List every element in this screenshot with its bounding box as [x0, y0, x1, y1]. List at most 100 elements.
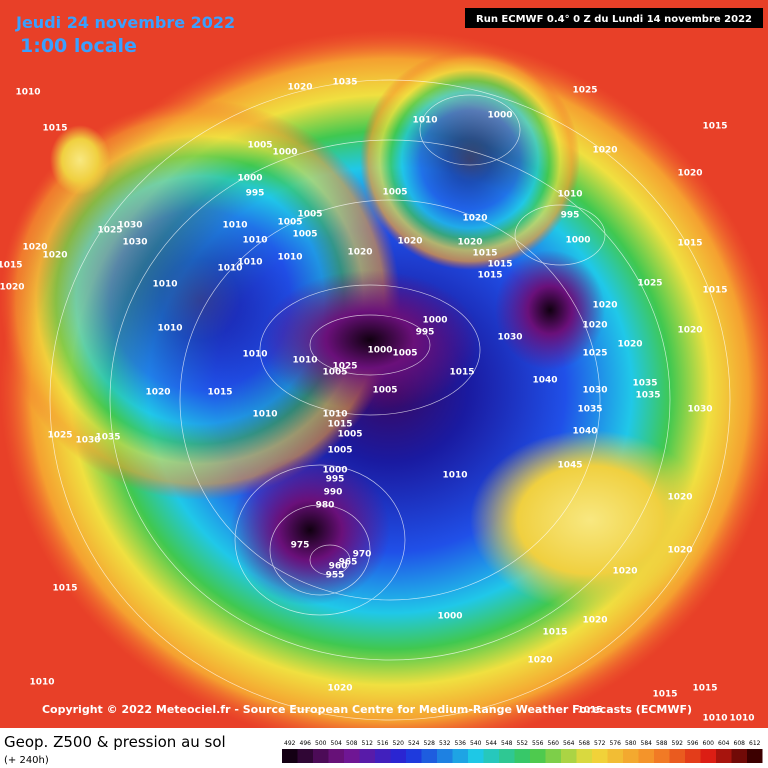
run-box: [465, 8, 763, 28]
scale-swatch: [592, 749, 608, 763]
isobar-label: 1010: [152, 280, 177, 290]
isobar-label: 1020: [457, 238, 482, 248]
isobar-label: 1020: [667, 493, 692, 503]
scale-swatch: [747, 749, 763, 763]
scale-swatch: [437, 749, 453, 763]
scale-swatch: [421, 749, 437, 763]
isobar-label: 1005: [322, 368, 347, 378]
scale-swatch: [390, 749, 406, 763]
isobar-label: 1035: [577, 405, 602, 415]
isobar-label: 1015: [692, 684, 717, 694]
isobar-label: 995: [326, 475, 345, 485]
isobar-label: 1010: [157, 324, 182, 334]
scale-swatch: [452, 749, 468, 763]
isobar-label: 1005: [277, 218, 302, 228]
scale-label: 532: [439, 740, 451, 747]
scale-label: 572: [594, 740, 606, 747]
isobar-label: 1005: [392, 349, 417, 359]
scale-label: 536: [455, 740, 467, 747]
scale-swatch: [344, 749, 360, 763]
scale-label: 496: [300, 740, 312, 747]
scale-label: 492: [284, 740, 296, 747]
isobar-label: 1020: [592, 301, 617, 311]
isobar-label: 1015: [477, 271, 502, 281]
scale-swatch: [406, 749, 422, 763]
scale-label: 548: [501, 740, 513, 747]
scale-swatch: [530, 749, 546, 763]
scale-label: 540: [470, 740, 482, 747]
isobar-label: 1010: [252, 410, 277, 420]
isobar-label: 1030: [122, 238, 147, 248]
vortex-lobe: [360, 50, 580, 270]
scale-swatch: [359, 749, 375, 763]
isobar-label: 1025: [332, 362, 357, 372]
isobar-label: 960: [329, 562, 348, 572]
isobar-label: 1005: [337, 430, 362, 440]
scale-swatch: [623, 749, 639, 763]
scale-label: 504: [331, 740, 343, 747]
isobar-label: 1015: [577, 706, 602, 716]
isobar-label: 1010: [242, 236, 267, 246]
scale-label: 576: [610, 740, 622, 747]
isobar-label: 1010: [242, 350, 267, 360]
isobar-label: 1025: [572, 86, 597, 96]
isobar-label: 1000: [322, 466, 347, 476]
scale-swatch: [685, 749, 701, 763]
scale-label: 564: [563, 740, 575, 747]
isobar-label: 1015: [449, 368, 474, 378]
scale-label: 596: [687, 740, 699, 747]
isobar-label: 1000: [237, 174, 262, 184]
scale-swatch: [561, 749, 577, 763]
isobar-label: 1040: [572, 427, 597, 437]
isobar-label: 1015: [52, 584, 77, 594]
isobar-label: 1030: [117, 221, 142, 231]
scale-label: 580: [625, 740, 637, 747]
scale-swatch: [297, 749, 313, 763]
scale-swatch: [375, 749, 391, 763]
isobar-label: 990: [324, 488, 343, 498]
isobar-label: 1000: [272, 148, 297, 158]
isobar-label: 1005: [382, 188, 407, 198]
isobar-label: 1040: [532, 376, 557, 386]
isobar-label: 1020: [582, 616, 607, 626]
isobar-label: 1035: [332, 78, 357, 88]
scale-label: 568: [579, 740, 591, 747]
isobar-label: 1010: [15, 88, 40, 98]
isobar-label: 1015: [207, 388, 232, 398]
isobar-label: 1005: [372, 386, 397, 396]
isobar-label: 1000: [487, 111, 512, 121]
scale-label: 528: [424, 740, 436, 747]
scale-swatch: [700, 749, 716, 763]
isobar-label: 1010: [702, 714, 727, 724]
scale-label: 592: [672, 740, 684, 747]
isobar-label: 1010: [277, 253, 302, 263]
isobar-label: 1000: [565, 236, 590, 246]
isobar-label: 1020: [592, 146, 617, 156]
isobar-label: 1000: [367, 346, 392, 356]
legend-subtitle: (+ 240h): [4, 755, 49, 766]
isobar-label: 1010: [292, 356, 317, 366]
isobar-label: 995: [246, 189, 265, 199]
run: Run ECMWF 0.4° 0 Z du Lundi 14 novembre …: [476, 14, 752, 25]
scale-swatch: [499, 749, 515, 763]
scale-label: 612: [749, 740, 761, 747]
scale-swatch: [576, 749, 592, 763]
isobar-label: 1020: [42, 251, 67, 261]
scale-label: 508: [346, 740, 358, 747]
isobar-label: 975: [291, 541, 310, 551]
copyright: Copyright © 2022 Meteociel.fr - Source E…: [42, 703, 692, 716]
scale-label: 608: [734, 740, 746, 747]
isobars: [49, 79, 731, 721]
scale-label: 556: [532, 740, 544, 747]
scale-label: 512: [362, 740, 374, 747]
isobar-label: 1015: [327, 420, 352, 430]
date: Jeudi 24 novembre 2022: [15, 13, 235, 32]
scale-swatch: [654, 749, 670, 763]
isobar-label: 1035: [635, 391, 660, 401]
isobar-label: 1020: [287, 83, 312, 93]
isobar-label: 1020: [145, 388, 170, 398]
isobar-label: 1020: [397, 237, 422, 247]
isobar-label: 965: [339, 558, 358, 568]
